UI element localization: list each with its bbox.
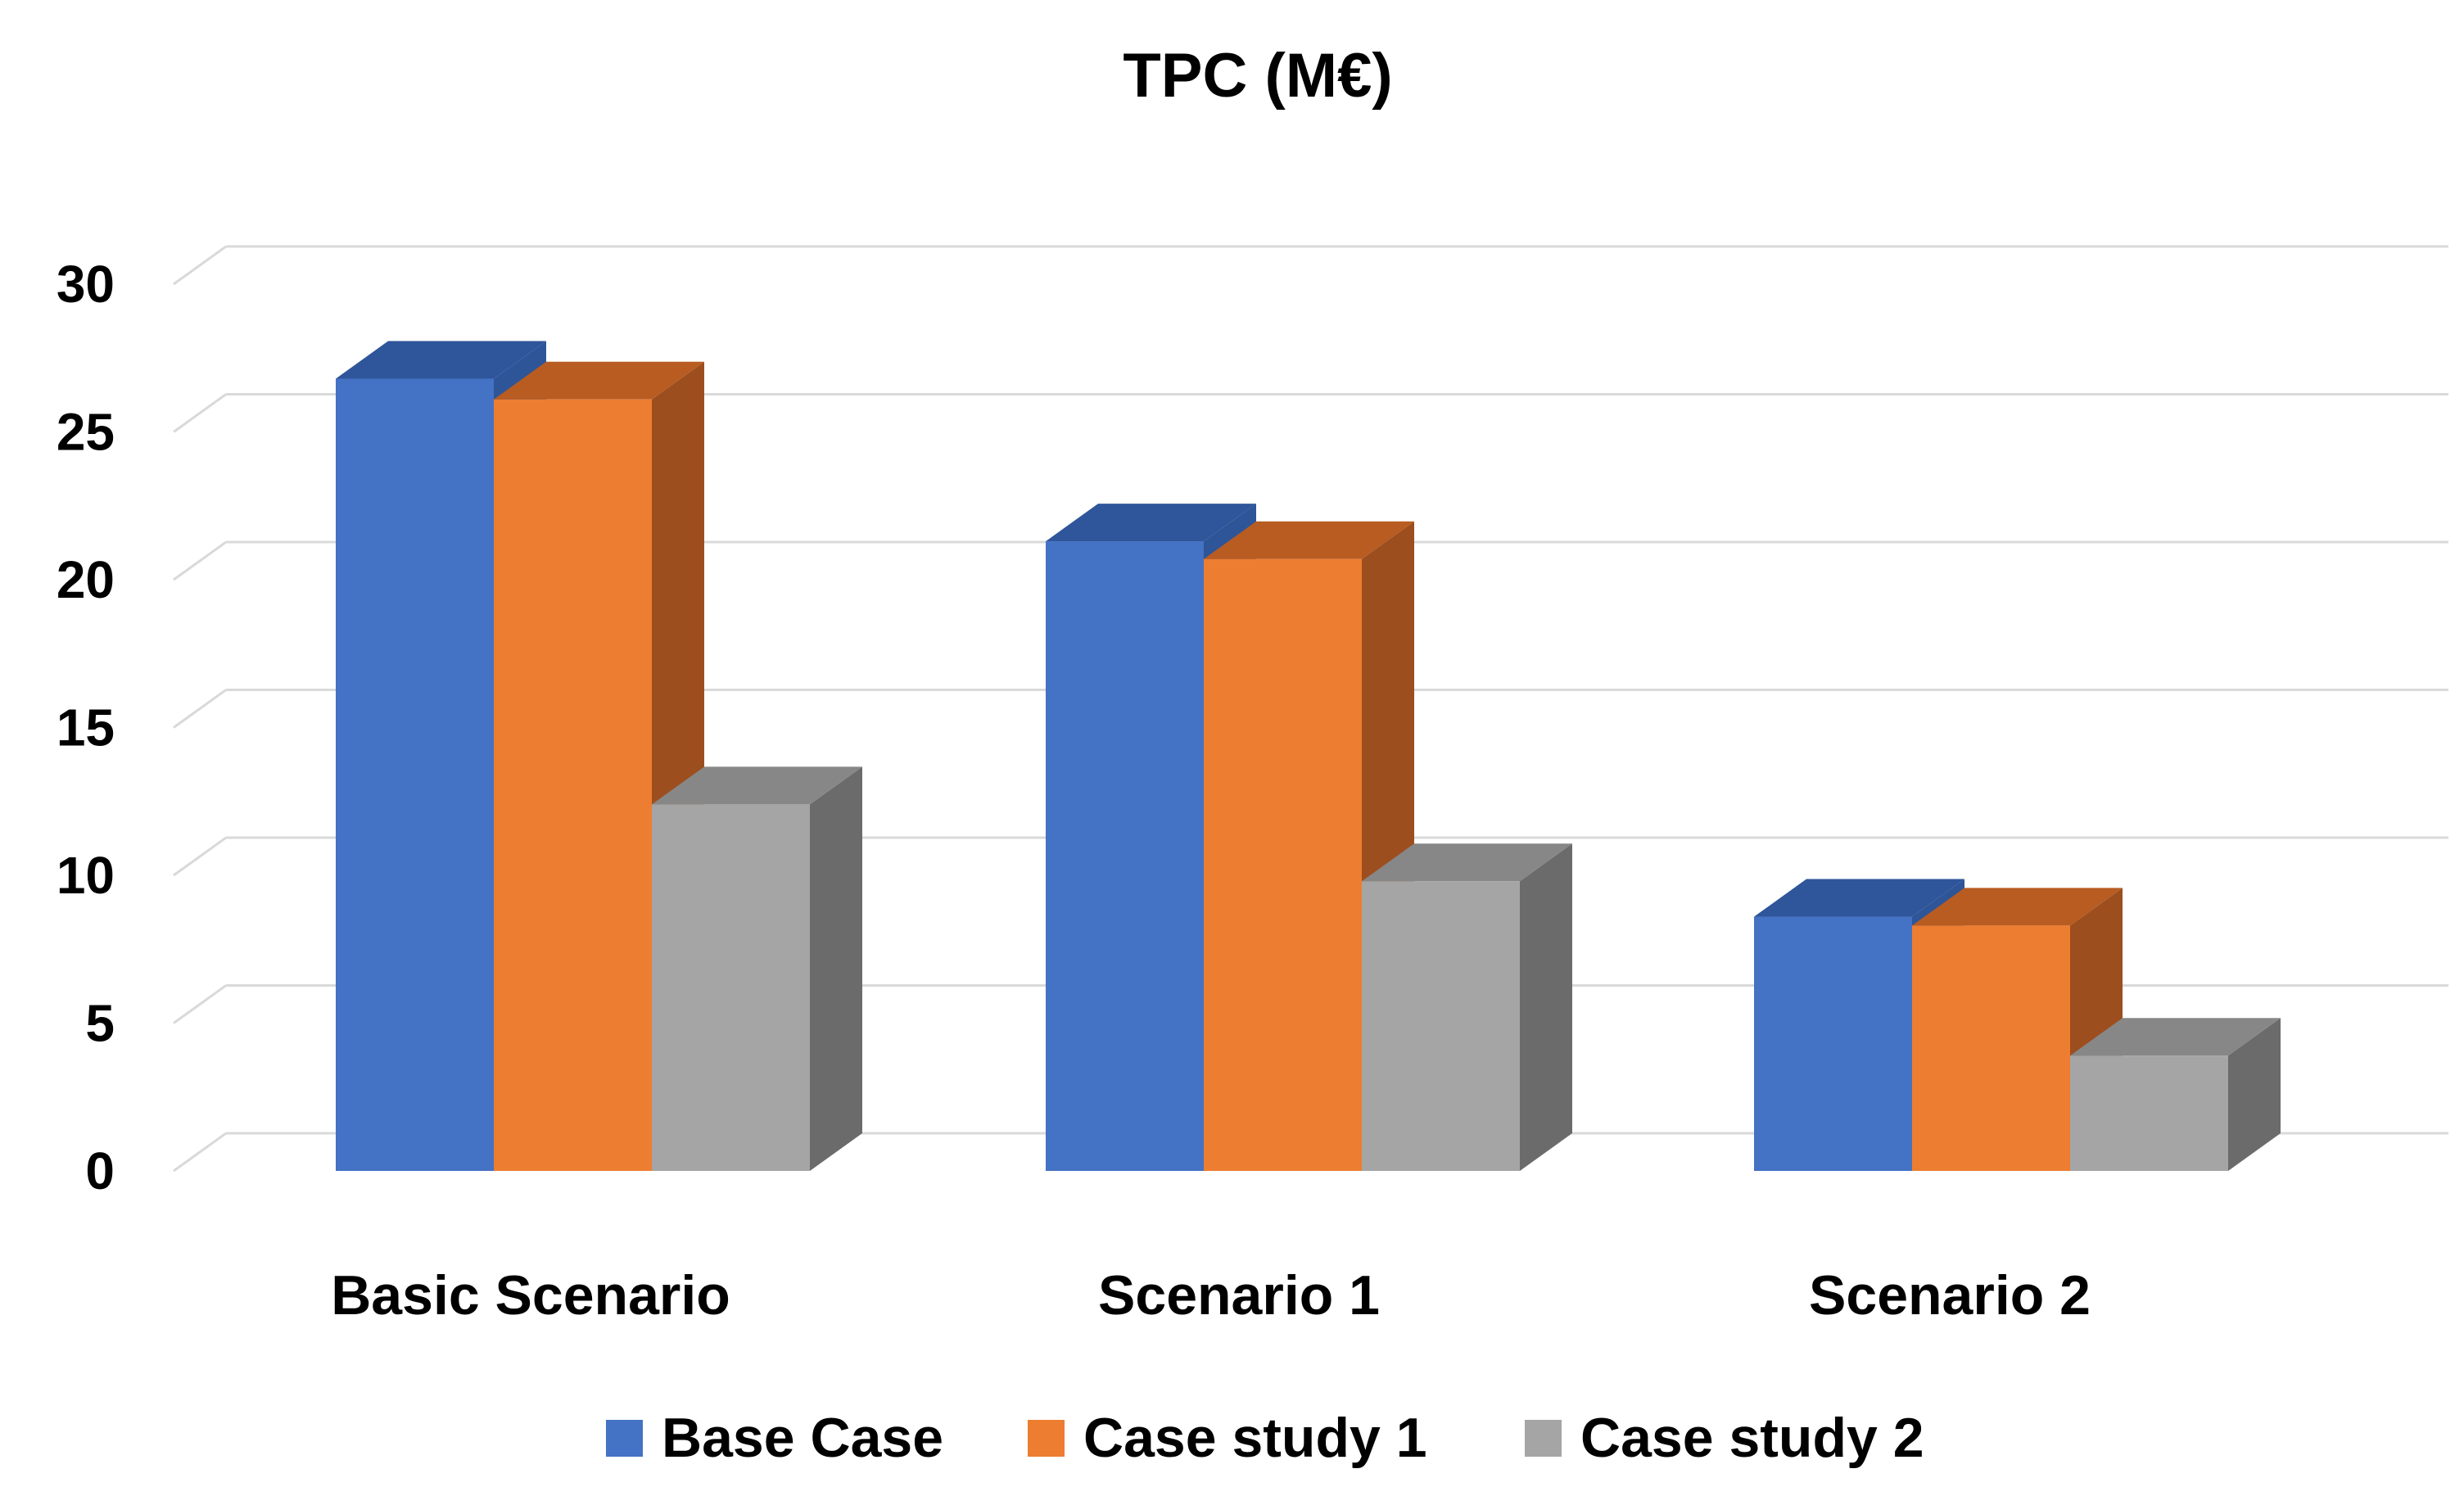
legend-label: Case study 2 <box>1580 1407 1924 1469</box>
legend: Base Case Case study 1 Case study 2 <box>606 1407 1924 1469</box>
bar-front-face <box>1046 541 1204 1171</box>
y-tick-label: 25 <box>57 403 115 462</box>
gridline-diagonal <box>173 984 227 1024</box>
bar-top-face <box>1754 879 1964 917</box>
bar-front-face <box>1754 916 1912 1171</box>
gridline-diagonal <box>173 393 227 433</box>
bar-front-face <box>494 399 652 1171</box>
bar-top-face <box>652 766 862 805</box>
legend-label: Case study 1 <box>1083 1407 1427 1469</box>
legend-swatch <box>1028 1420 1065 1457</box>
bar-top-face <box>1362 843 1572 882</box>
chart-title: TPC (M€) <box>1123 41 1392 111</box>
bar-side-face <box>810 766 862 1171</box>
y-tick-label: 15 <box>57 698 115 757</box>
x-category-label: Scenario 1 <box>1098 1264 1380 1327</box>
bar <box>1362 843 1572 1171</box>
gridline-diagonal <box>173 689 227 729</box>
bar-top-face <box>2070 1018 2281 1056</box>
y-tick-label: 0 <box>85 1141 115 1200</box>
legend-swatch <box>606 1420 643 1457</box>
gridline-diagonal <box>173 245 227 286</box>
bar-front-face <box>1912 925 2070 1171</box>
bar-front-face <box>336 378 494 1171</box>
bar-front-face <box>2070 1055 2228 1171</box>
bar-top-face <box>1912 888 2123 926</box>
bar-front-face <box>1204 558 1362 1171</box>
bar-top-face <box>1204 521 1414 559</box>
bars <box>336 341 2281 1171</box>
bar-side-face <box>1520 843 1572 1171</box>
x-category-label: Scenario 2 <box>1809 1264 2091 1327</box>
x-axis-category-labels: Basic Scenario Scenario 1 Scenario 2 <box>331 1264 2091 1327</box>
legend-swatch <box>1525 1420 1562 1457</box>
bar-front-face <box>1362 881 1520 1171</box>
bar-top-face <box>1046 504 1256 542</box>
bar <box>1204 521 1414 1171</box>
gridline-diagonal <box>173 836 227 877</box>
y-tick-label: 20 <box>57 550 115 609</box>
y-axis-tick-labels: 0 5 10 15 20 25 30 <box>57 255 115 1200</box>
y-tick-label: 10 <box>57 846 115 905</box>
bar-top-face <box>336 341 546 379</box>
bar-top-face <box>494 361 704 400</box>
bar-front-face <box>652 804 810 1171</box>
bar <box>652 766 862 1171</box>
y-tick-label: 5 <box>85 994 115 1053</box>
legend-label: Base Case <box>662 1407 943 1469</box>
bar-side-face <box>2228 1018 2281 1171</box>
x-category-label: Basic Scenario <box>331 1264 730 1327</box>
gridline-diagonal <box>173 540 227 581</box>
gridline-diagonal <box>173 1132 227 1173</box>
y-tick-label: 30 <box>57 255 115 314</box>
bar <box>2070 1018 2281 1171</box>
